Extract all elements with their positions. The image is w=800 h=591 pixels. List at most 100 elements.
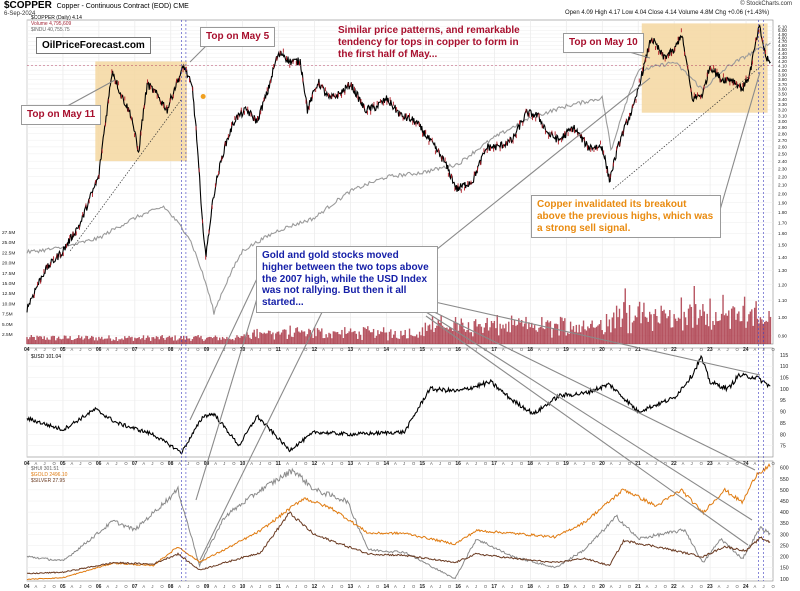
month-label: O [196,347,200,352]
month-label: O [484,461,488,466]
quote-line: Open 4.09 High 4.17 Low 4.04 Close 4.14 … [565,10,770,16]
month-label: A [250,347,253,352]
month-label: O [484,347,488,352]
month-label: O [124,461,128,466]
month-label: J [439,461,441,466]
month-label: A [286,584,289,589]
copper-y-tick: 2.70 [778,138,787,143]
month-label: A [754,584,757,589]
usd-y-tick: 80 [780,432,786,438]
year-label: 18 [527,347,533,353]
annotation-top-may10: Top on May 10 [563,33,644,53]
copper-y-tick: 2.90 [778,125,787,130]
volume-y-tick: 17.5M [2,271,15,277]
month-label: A [394,584,397,589]
annotation-gold: Gold and gold stocks moved higher betwee… [256,246,438,313]
year-label: 06 [96,584,102,590]
usd-y-tick: 110 [780,364,788,370]
month-label: A [394,461,397,466]
year-label: 07 [132,461,138,467]
year-label: 22 [671,584,677,590]
annotation-copper-invalid: Copper invalidated its breakout above th… [531,195,721,239]
month-label: O [304,584,308,589]
copper-y-tick: 3.40 [778,97,787,102]
year-label: 17 [491,347,497,353]
year-label: 19 [563,584,569,590]
month-label: O [448,347,452,352]
legend-volume: Volume 4,795,609 [31,21,72,27]
month-label: O [412,584,416,589]
month-label: A [214,461,217,466]
month-label: A [682,584,685,589]
month-label: J [691,584,693,589]
month-label: A [34,461,37,466]
year-label: 12 [312,584,318,590]
year-label: 17 [491,461,497,467]
copper-y-tick: 2.40 [778,159,787,164]
copper-y-tick: 1.40 [778,255,787,260]
year-label: 10 [240,461,246,467]
copper-y-tick: 4.20 [778,59,787,64]
year-label: 15 [419,461,425,467]
month-label: J [439,347,441,352]
month-label: O [268,461,272,466]
year-label: 23 [707,461,713,467]
month-label: O [628,347,632,352]
highlight-2006-2008 [95,61,187,162]
month-label: O [700,461,704,466]
month-label: A [718,584,721,589]
year-label: 13 [348,584,354,590]
month-label: A [718,461,721,466]
month-label: O [520,347,524,352]
copper-y-tick: 1.10 [778,298,787,303]
month-label: A [502,347,505,352]
month-label: J [763,461,765,466]
legend-usd: $USD 101.04 [31,354,62,360]
month-label: J [511,347,513,352]
month-label: O [52,347,56,352]
pointer-gold-hui-2024 [425,311,753,521]
month-label: J [151,461,153,466]
volume-y-tick: 7.5M [2,312,13,318]
usd-y-tick: 75 [780,444,786,450]
month-label: J [763,347,765,352]
copper-y-tick: 4.10 [778,64,787,69]
month-label: A [574,584,577,589]
year-label: 14 [384,347,390,353]
month-label: A [538,347,541,352]
month-label: A [286,347,289,352]
pointer-gold-usd-2024 [425,299,761,376]
metals-legend: $HUI 301.51 $GOLD 2496.10 $SILVER 27.95 [31,466,67,484]
year-label: 23 [707,347,713,353]
month-label: A [754,347,757,352]
month-label: J [763,584,765,589]
year-label: 22 [671,347,677,353]
month-label: J [115,347,117,352]
pointer-gold-silver-2024 [425,315,749,546]
month-label: O [556,347,560,352]
month-label: J [403,584,405,589]
month-label: J [403,461,405,466]
month-label: J [187,584,189,589]
month-label: A [574,461,577,466]
month-label: O [340,584,344,589]
month-label: J [151,584,153,589]
month-label: O [88,584,92,589]
month-label: O [556,461,560,466]
month-label: A [214,584,217,589]
chart-date: 6-Sep-2024 [4,11,36,17]
month-label: O [340,347,344,352]
copper-y-tick: 2.50 [778,152,787,157]
month-label: A [322,347,325,352]
year-label: 08 [168,584,174,590]
month-label: O [736,584,740,589]
month-label: J [475,347,477,352]
month-label: J [547,461,549,466]
symbol-title: $COPPER Copper - Continuous Contract (EO… [4,0,189,11]
symbol-description: Copper - Continuous Contract (EOD) CME [56,3,189,10]
marker-dot [200,93,206,99]
month-label: O [772,347,776,352]
month-label: J [619,461,621,466]
legend-copper: $COPPER (Daily) 4.14 [31,15,82,21]
month-label: J [547,347,549,352]
